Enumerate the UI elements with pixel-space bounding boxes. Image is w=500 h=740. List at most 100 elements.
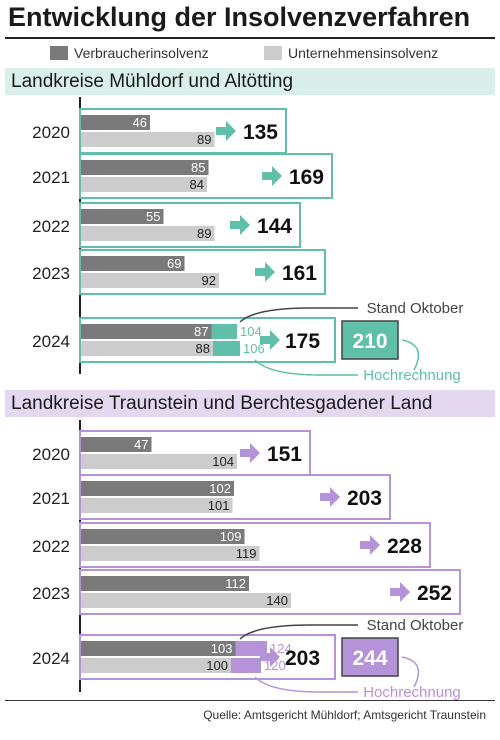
annotation-stand-oktober: Stand Oktober: [367, 300, 464, 317]
bar-unternehmen: [81, 593, 291, 608]
bar-verbraucher: [81, 256, 185, 271]
total-label-2024: 203: [285, 647, 320, 670]
projection-connector-line: [401, 339, 420, 371]
year-label: 2022: [32, 537, 70, 556]
hochrechnung-connector-line: [254, 359, 358, 376]
projection-label-unternehmen: 106: [243, 341, 265, 356]
value-label-verbraucher: 103: [211, 641, 233, 656]
bar-verbraucher: [81, 115, 150, 130]
bar-unternehmen: [81, 341, 213, 356]
total-label: 252: [417, 582, 452, 605]
projection-total-label: 210: [352, 330, 387, 353]
projection-label-unternehmen: 120: [264, 658, 286, 673]
projection-total-box: [341, 320, 399, 360]
year-label: 2024: [32, 332, 70, 351]
section-header-traunstein: Landkreise Traunstein und Berchtesgadene…: [5, 390, 495, 417]
value-label-verbraucher: 102: [209, 481, 231, 496]
value-label-verbraucher: 46: [133, 115, 147, 130]
hochrechnung-connector-line: [254, 676, 358, 693]
total-label: 135: [243, 121, 278, 144]
section-header-muehldorf: Landkreise Mühldorf und Altötting: [5, 68, 495, 95]
total-arrow-icon: [390, 582, 410, 602]
year-label: 2023: [32, 264, 70, 283]
value-label-unternehmen: 119: [236, 546, 257, 561]
bar-verbraucher: [81, 576, 249, 591]
value-label-unternehmen: 100: [206, 658, 228, 673]
row-frame: [79, 522, 431, 568]
row-frame: [79, 634, 336, 680]
bar-verbraucher: [81, 437, 152, 452]
total-label: 151: [267, 443, 302, 466]
value-label-verbraucher: 47: [134, 437, 148, 452]
legend-swatch-verbraucher: [50, 46, 68, 60]
annotation-stand-oktober: Stand Oktober: [367, 617, 464, 634]
value-label-verbraucher: 85: [191, 160, 205, 175]
row-frame: [79, 249, 326, 295]
bar-projection-unternehmen: [231, 658, 261, 673]
total-arrow-icon: [216, 121, 236, 141]
total-label: 144: [257, 215, 292, 238]
year-label: 2021: [32, 489, 70, 508]
legend-swatch-unternehmen: [264, 46, 282, 60]
stand-connector-line: [239, 624, 358, 640]
bar-verbraucher: [81, 641, 236, 656]
total-label: 161: [282, 262, 317, 285]
bar-projection-verbraucher: [211, 324, 237, 339]
value-label-unternehmen: 92: [202, 273, 216, 288]
legend-label-verbraucher: Verbraucherinsolvenz: [74, 45, 209, 61]
bar-projection-unternehmen: [213, 341, 240, 356]
bar-unternehmen: [81, 546, 260, 561]
value-label-verbraucher: 109: [220, 529, 242, 544]
total-arrow-icon: [240, 443, 260, 463]
projection-total-box: [341, 637, 399, 677]
year-label: 2021: [32, 168, 70, 187]
total-label: 203: [347, 487, 382, 510]
projection-label-verbraucher: 104: [240, 324, 262, 339]
total-arrow-icon: [255, 262, 275, 282]
bottom-divider: [5, 700, 495, 701]
total-arrow-icon: [260, 330, 280, 350]
bar-verbraucher: [81, 481, 234, 496]
bar-unternehmen: [81, 273, 219, 288]
projection-total-label: 244: [352, 647, 387, 670]
annotation-hochrechnung: Hochrechnung: [363, 684, 461, 701]
value-label-unternehmen: 104: [212, 454, 234, 469]
row-frame: [79, 202, 301, 248]
row-frame: [79, 474, 391, 520]
total-label-2024: 175: [285, 330, 320, 353]
year-label: 2020: [32, 123, 70, 142]
total-arrow-icon: [260, 647, 280, 667]
year-label: 2023: [32, 584, 70, 603]
legend-item-verbraucher: Verbraucherinsolvenz: [50, 44, 209, 62]
stand-connector-line: [239, 307, 358, 323]
bar-verbraucher: [81, 324, 212, 339]
source-note: Quelle: Amtsgericht Mühldorf; Amtsgerich…: [203, 708, 486, 722]
row-frame: [79, 569, 461, 615]
legend-label-unternehmen: Unternehmensinsolvenz: [288, 45, 439, 61]
title-divider: [5, 37, 495, 39]
bar-projection-verbraucher: [235, 641, 267, 656]
value-label-unternehmen: 88: [196, 341, 210, 356]
bar-verbraucher: [81, 529, 245, 544]
total-arrow-icon: [230, 215, 250, 235]
projection-label-verbraucher: 124: [270, 641, 292, 656]
bar-verbraucher: [81, 209, 164, 224]
total-arrow-icon: [262, 166, 282, 186]
total-arrow-icon: [320, 487, 340, 507]
year-label: 2024: [32, 649, 70, 668]
value-label-unternehmen: 101: [208, 498, 230, 513]
bar-verbraucher: [81, 160, 209, 175]
projection-connector-line: [401, 656, 420, 688]
total-label: 228: [387, 535, 422, 558]
legend-item-unternehmen: Unternehmensinsolvenz: [264, 44, 438, 62]
value-label-unternehmen: 84: [190, 177, 204, 192]
value-label-unternehmen: 89: [197, 226, 211, 241]
value-label-verbraucher: 112: [225, 576, 246, 591]
year-label: 2022: [32, 217, 70, 236]
value-label-unternehmen: 89: [197, 132, 211, 147]
bar-unternehmen: [81, 658, 231, 673]
row-frame: [79, 317, 336, 363]
annotation-hochrechnung: Hochrechnung: [363, 367, 461, 384]
